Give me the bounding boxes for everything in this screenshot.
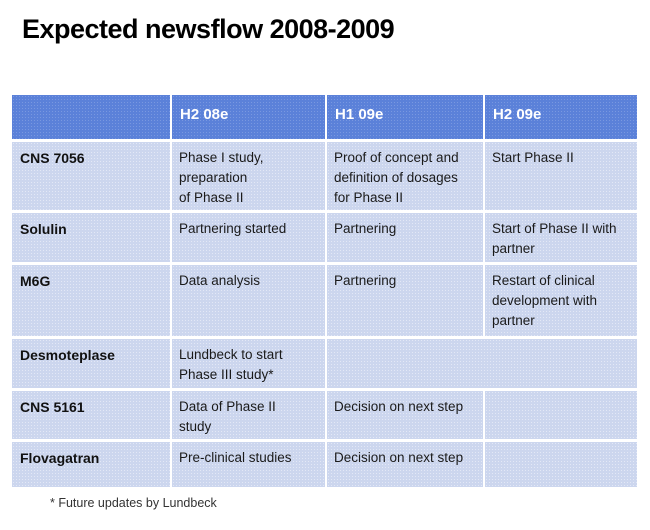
row-label-desmoteplase: Desmoteplase	[12, 339, 170, 388]
cell-flovagatran-h1-09e: Decision on next step	[327, 442, 483, 487]
cell-flovagatran-h2-09e-empty	[485, 442, 637, 487]
column-header-h1-09e: H1 09e	[327, 95, 483, 139]
cell-solulin-h2-08e: Partnering started	[172, 213, 325, 262]
row-label-flovagatran: Flovagatran	[12, 442, 170, 487]
cell-flovagatran-h2-08e: Pre-clinical studies	[172, 442, 325, 487]
cell-cns-7056-h2-09e: Start Phase II	[485, 142, 637, 210]
cell-solulin-h1-09e: Partnering	[327, 213, 483, 262]
cell-desmoteplase-h2-08e: Lundbeck to start Phase III study*	[172, 339, 325, 388]
row-label-cns-7056: CNS 7056	[12, 142, 170, 210]
cell-cns-5161-h2-09e-empty	[485, 391, 637, 439]
row-label-solulin: Solulin	[12, 213, 170, 262]
row-label-cns-5161: CNS 5161	[12, 391, 170, 439]
cell-m6g-h2-08e: Data analysis	[172, 265, 325, 336]
row-label-m6g: M6G	[12, 265, 170, 336]
cell-m6g-h2-09e: Restart of clinical development with par…	[485, 265, 637, 336]
cell-desmoteplase-h1-h2-09e-empty	[327, 339, 637, 388]
cell-cns-7056-h2-08e: Phase I study, preparation of Phase II	[172, 142, 325, 210]
cell-solulin-h2-09e: Start of Phase II with partner	[485, 213, 637, 262]
column-header-h2-09e: H2 09e	[485, 95, 637, 139]
cell-cns-5161-h2-08e: Data of Phase II study	[172, 391, 325, 439]
column-header-h2-08e: H2 08e	[172, 95, 325, 139]
cell-cns-5161-h1-09e: Decision on next step	[327, 391, 483, 439]
column-header-blank	[12, 95, 170, 139]
newsflow-table: H2 08e H1 09e H2 09e CNS 7056 Phase I st…	[12, 95, 637, 487]
footnote: * Future updates by Lundbeck	[50, 496, 217, 510]
slide-title: Expected newsflow 2008-2009	[22, 14, 395, 44]
cell-cns-7056-h1-09e: Proof of concept and definition of dosag…	[327, 142, 483, 210]
cell-m6g-h1-09e: Partnering	[327, 265, 483, 336]
